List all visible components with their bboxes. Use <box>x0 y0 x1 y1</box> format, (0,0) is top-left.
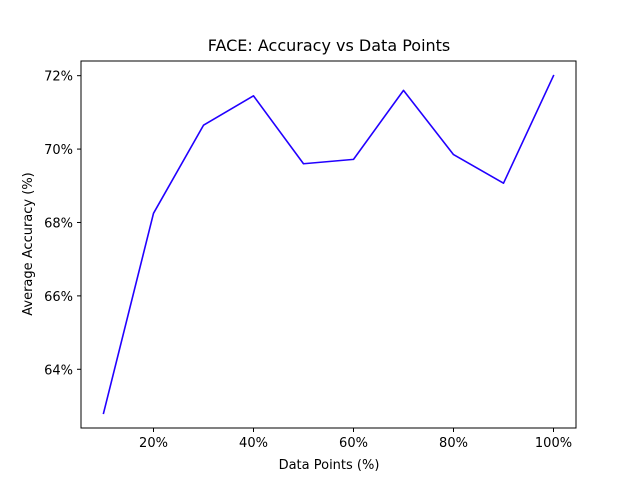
y-tick-label: 64% <box>44 363 73 378</box>
x-axis-title: Data Points (%) <box>279 458 380 473</box>
y-tick-label: 70% <box>44 143 73 158</box>
y-tick-label: 72% <box>44 70 73 85</box>
plot-area <box>102 74 555 415</box>
x-axis: 20% 40% 60% 80% 100% <box>139 428 572 451</box>
data-series-line <box>102 74 555 415</box>
y-axis-title: Average Accuracy (%) <box>21 172 36 316</box>
y-tick-label: 68% <box>44 216 73 231</box>
chart-title: FACE: Accuracy vs Data Points <box>208 36 451 55</box>
x-tick-label: 60% <box>339 436 368 451</box>
x-tick-label: 40% <box>239 436 268 451</box>
x-tick-label: 100% <box>535 436 572 451</box>
plot-frame <box>80 60 577 429</box>
x-tick-label: 20% <box>139 436 168 451</box>
y-axis: 64% 66% 68% 70% 72% <box>44 70 81 378</box>
x-tick-label: 80% <box>439 436 468 451</box>
y-tick-label: 66% <box>44 290 73 305</box>
